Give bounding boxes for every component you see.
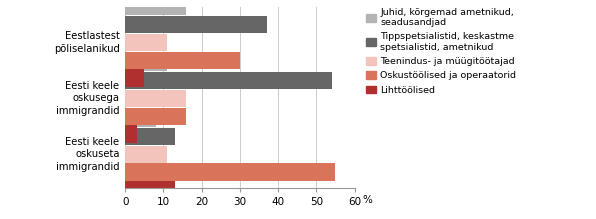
Bar [125,34,167,51]
Bar [125,72,331,89]
Bar [125,0,187,15]
Text: %: % [362,194,372,205]
Bar [125,110,156,127]
Bar [125,16,266,33]
Legend: Juhid, kõrgemad ametnikud,
seadusandjad, Tippspetsialistid, keskastme
spetsialis: Juhid, kõrgemad ametnikud, seadusandjad,… [366,8,516,95]
Bar [125,90,187,107]
Bar [125,54,167,71]
Bar [125,125,136,143]
Bar [125,108,187,125]
Bar [125,146,167,163]
Bar [125,128,175,145]
Bar [125,163,336,181]
Bar [125,52,240,69]
Bar [125,181,175,198]
Bar [125,69,144,87]
